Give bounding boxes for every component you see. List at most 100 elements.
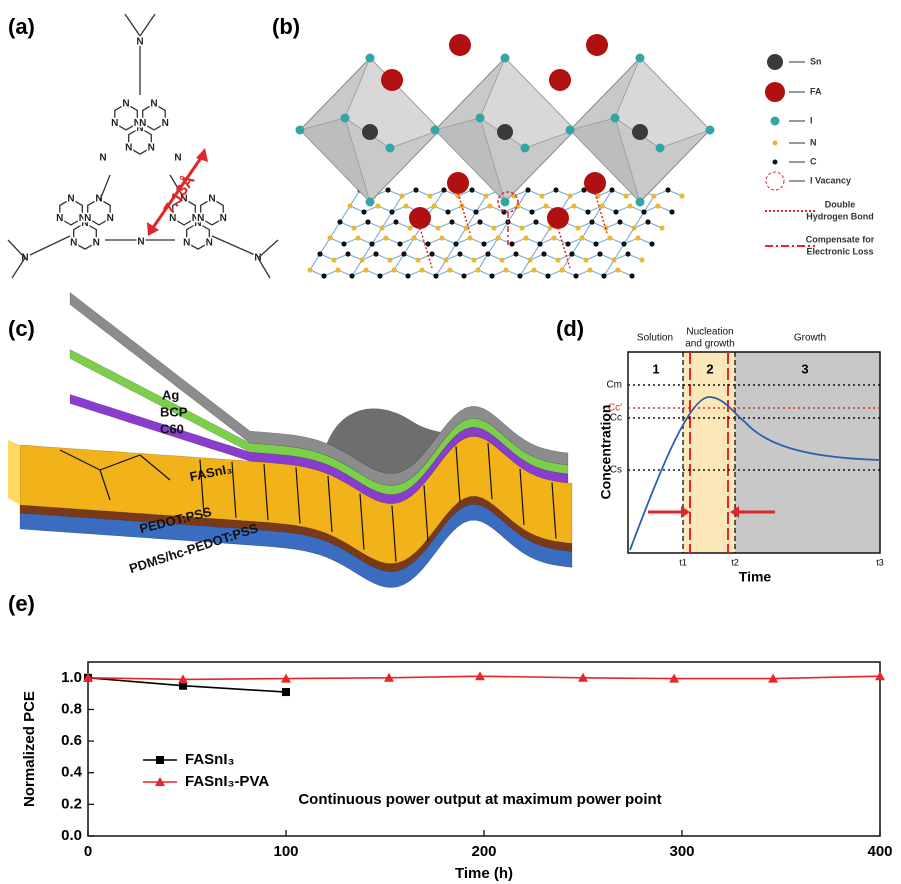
atom-label: N <box>162 118 169 129</box>
atom-label: N <box>206 237 213 248</box>
lattice-atom <box>361 209 366 214</box>
atom-label: N <box>67 194 74 205</box>
y-tick-label: 0.2 <box>61 795 82 812</box>
lattice-atom <box>387 257 392 262</box>
annotation: Continuous power output at maximum power… <box>298 791 661 808</box>
region-label: Nucleation <box>686 327 733 338</box>
h-bond <box>420 228 432 268</box>
lattice-atom <box>575 225 580 230</box>
lattice <box>320 254 642 260</box>
lattice-atom <box>467 235 472 240</box>
lattice-atom <box>375 203 380 208</box>
lattice <box>330 238 652 244</box>
lattice <box>320 238 330 254</box>
lattice-atom <box>559 267 564 272</box>
lattice-atom <box>513 251 518 256</box>
i-atom <box>386 144 395 153</box>
lattice-atom <box>385 187 390 192</box>
bond <box>258 258 270 278</box>
atom-label: N <box>150 99 157 110</box>
lattice-atom <box>669 209 674 214</box>
lattice-atom <box>351 225 356 230</box>
lattice-atom <box>403 203 408 208</box>
lattice-atom <box>599 203 604 208</box>
lattice-atom <box>627 203 632 208</box>
lattice-atom <box>407 225 412 230</box>
lattice-atom <box>355 235 360 240</box>
marker <box>282 688 290 696</box>
legend-label: Hydrogen Bond <box>806 211 874 221</box>
fa-atom <box>586 34 608 56</box>
lattice-atom <box>551 235 556 240</box>
legend-label: C <box>810 156 817 166</box>
atom-label: N <box>197 213 204 224</box>
legend-symbol <box>771 117 780 126</box>
lattice-atom <box>499 257 504 262</box>
lattice-atom <box>341 241 346 246</box>
lattice-atom <box>321 273 326 278</box>
lattice-atom <box>579 235 584 240</box>
level-label: Cm <box>606 380 622 391</box>
lattice-atom <box>531 267 536 272</box>
bond <box>12 258 25 278</box>
lattice-atom <box>457 251 462 256</box>
lattice-atom <box>537 241 542 246</box>
i-atom <box>566 126 575 135</box>
lattice-atom <box>441 187 446 192</box>
lattice-atom <box>639 257 644 262</box>
atom-label: N <box>137 237 144 248</box>
i-atom <box>656 144 665 153</box>
i-atom <box>341 114 350 123</box>
lattice-atom <box>585 209 590 214</box>
lattice-atom <box>503 267 508 272</box>
atom-label: N <box>148 142 155 153</box>
lattice-atom <box>613 209 618 214</box>
lattice-atom <box>489 273 494 278</box>
lattice-atom <box>527 257 532 262</box>
legend-symbol <box>773 160 778 165</box>
lattice-atom <box>405 273 410 278</box>
lattice-atom <box>655 203 660 208</box>
lattice-atom <box>621 241 626 246</box>
lattice-atom <box>439 235 444 240</box>
panel-label: (c) <box>8 316 35 341</box>
bond <box>8 240 25 258</box>
lattice-atom <box>307 267 312 272</box>
i-atom <box>611 114 620 123</box>
lattice-atom <box>461 273 466 278</box>
lattice-atom <box>401 251 406 256</box>
lattice-atom <box>345 251 350 256</box>
lattice-atom <box>391 267 396 272</box>
lattice-atom <box>623 193 628 198</box>
atom-label: N <box>111 118 118 129</box>
lattice <box>350 190 360 206</box>
lattice-atom <box>365 219 370 224</box>
i-atom <box>366 198 375 207</box>
lattice-atom <box>481 241 486 246</box>
lattice-atom <box>651 193 656 198</box>
legend-symbol <box>765 82 785 102</box>
y-tick-label: 1.0 <box>61 669 82 686</box>
x-tick-label: 400 <box>867 843 892 860</box>
legend-label: Sn <box>810 56 822 66</box>
atom-label: N <box>220 213 227 224</box>
atom-label: N <box>174 153 181 164</box>
y-tick-label: 0.8 <box>61 700 82 717</box>
lattice-atom <box>415 257 420 262</box>
i-atom <box>501 198 510 207</box>
atom-label: N <box>99 153 106 164</box>
legend-label: FA <box>810 86 822 96</box>
lattice-atom <box>433 273 438 278</box>
lattice-atom <box>399 193 404 198</box>
lattice-atom <box>523 235 528 240</box>
time-label: t1 <box>679 557 687 567</box>
legend-symbol <box>766 172 784 190</box>
lattice-atom <box>659 225 664 230</box>
y-tick-label: 0.4 <box>61 764 83 781</box>
lattice-atom <box>487 203 492 208</box>
figure: (a)(b)(c)(d)(e)NNNNNNNNNNNNNNNNNNNNNNNNN… <box>0 0 901 884</box>
plot-frame <box>88 662 880 836</box>
x-axis-title: Time (h) <box>455 865 513 882</box>
lattice-atom <box>445 209 450 214</box>
lattice-atom <box>539 193 544 198</box>
